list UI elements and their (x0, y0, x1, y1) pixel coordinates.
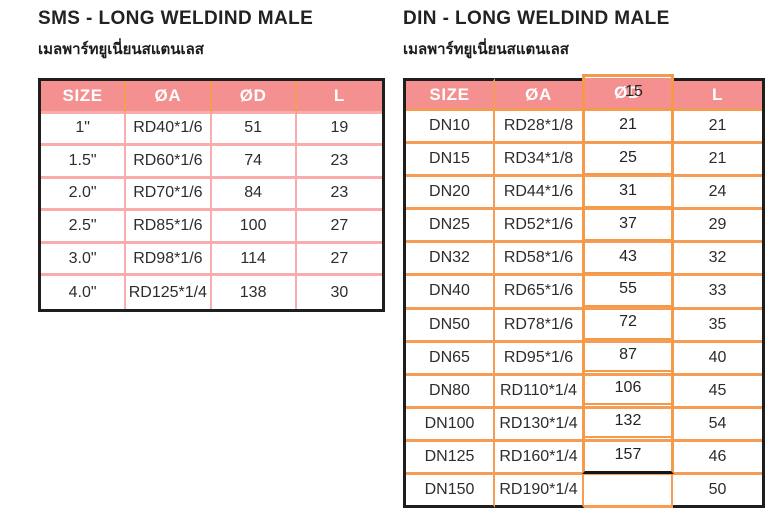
selected-column-cell: 72 (585, 307, 671, 340)
table-cell: 24 (673, 177, 762, 211)
table-cell: RD60*1/6 (126, 146, 212, 179)
table-cell: DN15 (406, 144, 495, 178)
selected-column-cell: 132 (585, 405, 671, 439)
table-cell: DN65 (406, 342, 495, 376)
table-cell: DN50 (406, 309, 495, 343)
selected-column-cell: 31 (585, 175, 671, 209)
din-spec-table: SIZE ØA ØD L DN10 RD28*1/8 21 DN15 RD34*… (403, 74, 765, 508)
od-column-selection-overlay[interactable]: 15 21 25 31 37 43 55 72 87 106 132 157 (582, 74, 674, 474)
table-cell: RD85*1/6 (126, 211, 212, 244)
table-cell: 29 (673, 210, 762, 244)
table-cell: RD125*1/4 (126, 276, 212, 309)
sms-header-dia-a: ØA (126, 81, 212, 114)
table-cell: RD58*1/6 (495, 243, 584, 277)
table-cell: 27 (296, 244, 382, 277)
selected-column-cell: 55 (585, 274, 671, 307)
table-cell: RD40*1/6 (126, 113, 212, 147)
table-cell: DN40 (406, 276, 495, 310)
table-cell: 40 (673, 343, 762, 376)
table-cell: 35 (673, 310, 762, 343)
table-cell: DN100 (406, 408, 495, 442)
table-cell: DN80 (406, 375, 495, 409)
sms-header-size: SIZE (41, 81, 127, 114)
sms-subtitle-thai: เมลพาร์ทยูเนี่ยนสแตนเลส (38, 41, 204, 58)
sms-header-dia-d: ØD (211, 81, 297, 114)
table-cell: 4.0" (41, 276, 127, 309)
table-cell: RD28*1/8 (495, 111, 584, 145)
table-cell: 2.5" (41, 211, 127, 244)
table-cell: 54 (673, 409, 762, 442)
table-cell: RD70*1/6 (126, 178, 212, 212)
table-cell: RD78*1/6 (495, 309, 584, 343)
din-subtitle-thai: เมลพาร์ทยูเนี่ยนสแตนเลส (403, 41, 569, 58)
table-cell: RD44*1/6 (495, 177, 584, 211)
selected-column-cell: 15 (585, 77, 671, 110)
table-cell: RD52*1/6 (495, 210, 584, 244)
selected-column-cell: 157 (614, 445, 642, 463)
sms-spec-table: SIZE ØA ØD L 1" RD40*1/6 51 19 1.5" RD60… (38, 78, 385, 312)
selected-column-cell: 106 (585, 372, 671, 406)
sms-table-title: SMS - LONG WELDIND MALE (38, 8, 314, 29)
table-cell: RD130*1/4 (495, 408, 584, 442)
table-cell: DN20 (406, 177, 495, 211)
table-cell: RD34*1/8 (495, 144, 584, 178)
table-cell: 84 (211, 178, 297, 212)
table-cell: 32 (673, 243, 762, 277)
selected-column-cell: 87 (585, 340, 671, 373)
table-cell: 138 (212, 276, 297, 309)
table-cell: 21 (673, 111, 762, 145)
table-cell: 2.0" (41, 178, 127, 212)
din-header-dia-a: ØA (495, 78, 584, 112)
din-header-dia-d: ØD (584, 78, 673, 112)
table-cell: 19 (296, 114, 382, 147)
din-table-title: DIN - LONG WELDIND MALE (403, 8, 670, 29)
table-cell: 114 (211, 243, 297, 277)
selected-column-cell: 25 (585, 143, 671, 176)
table-cell: DN150 (406, 474, 495, 508)
table-cell: 100 (211, 211, 297, 244)
table-cell: 23 (296, 179, 382, 212)
table-cell: 23 (296, 146, 382, 179)
table-cell: DN32 (406, 243, 495, 277)
table-cell: RD95*1/6 (495, 342, 584, 376)
table-cell: 51 (211, 113, 297, 147)
selected-column-cell: 37 (585, 208, 671, 242)
table-cell: 3.0" (41, 243, 127, 277)
din-header-size: SIZE (406, 78, 495, 112)
table-cell: 50 (673, 475, 762, 508)
selected-column-cell: 43 (585, 241, 671, 274)
table-cell: RD65*1/6 (495, 276, 584, 310)
table-cell: 1.5" (41, 146, 127, 179)
sms-header-l: L (296, 81, 382, 114)
table-cell: 1" (41, 113, 127, 147)
table-cell: DN125 (406, 441, 495, 475)
table-cell: 27 (296, 211, 382, 244)
din-header-l: L (673, 78, 762, 112)
table-cell: 45 (673, 376, 762, 409)
table-cell: RD110*1/4 (495, 375, 584, 409)
table-cell: 21 (673, 144, 762, 178)
table-cell (584, 474, 673, 508)
table-cell: 74 (211, 146, 297, 179)
selected-column-cell: 21 (585, 110, 671, 143)
table-cell: DN25 (406, 210, 495, 244)
table-cell: DN10 (406, 111, 495, 145)
table-cell: RD190*1/4 (495, 474, 584, 508)
table-cell: RD160*1/4 (495, 441, 584, 475)
table-cell: 30 (330, 283, 349, 301)
table-cell: 33 (673, 276, 762, 310)
table-cell: RD98*1/6 (126, 243, 212, 277)
table-cell: 46 (673, 442, 762, 475)
